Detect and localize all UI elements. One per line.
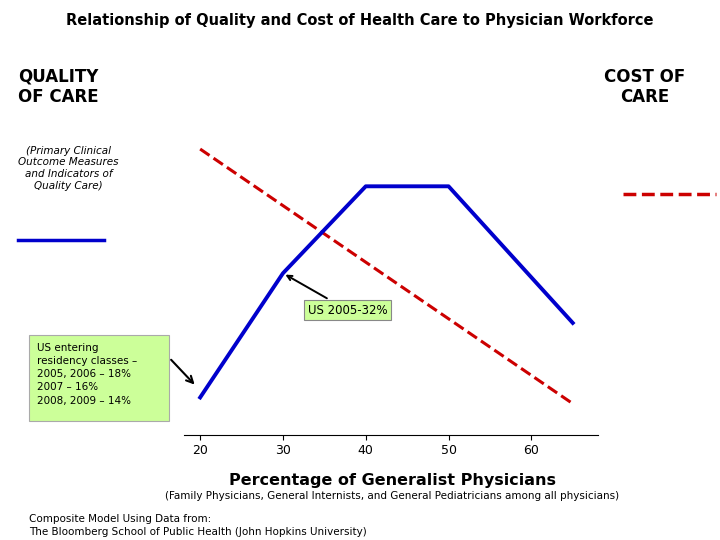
- Text: Composite Model Using Data from:
The Bloomberg School of Public Health (John Hop: Composite Model Using Data from: The Blo…: [29, 514, 366, 540]
- Text: Percentage of Generalist Physicians: Percentage of Generalist Physicians: [229, 472, 556, 488]
- Text: US entering
residency classes –
2005, 2006 – 18%
2007 – 16%
2008, 2009 – 14%: US entering residency classes – 2005, 20…: [37, 343, 138, 406]
- Text: QUALITY
OF CARE: QUALITY OF CARE: [18, 68, 99, 106]
- Text: US 2005-32%: US 2005-32%: [287, 276, 387, 316]
- Text: COST OF
CARE: COST OF CARE: [604, 68, 685, 106]
- Text: (Primary Clinical
Outcome Measures
and Indicators of
Quality Care): (Primary Clinical Outcome Measures and I…: [18, 146, 119, 191]
- Text: Relationship of Quality and Cost of Health Care to Physician Workforce: Relationship of Quality and Cost of Heal…: [66, 14, 654, 29]
- Text: (Family Physicians, General Internists, and General Pediatricians among all phys: (Family Physicians, General Internists, …: [166, 491, 619, 502]
